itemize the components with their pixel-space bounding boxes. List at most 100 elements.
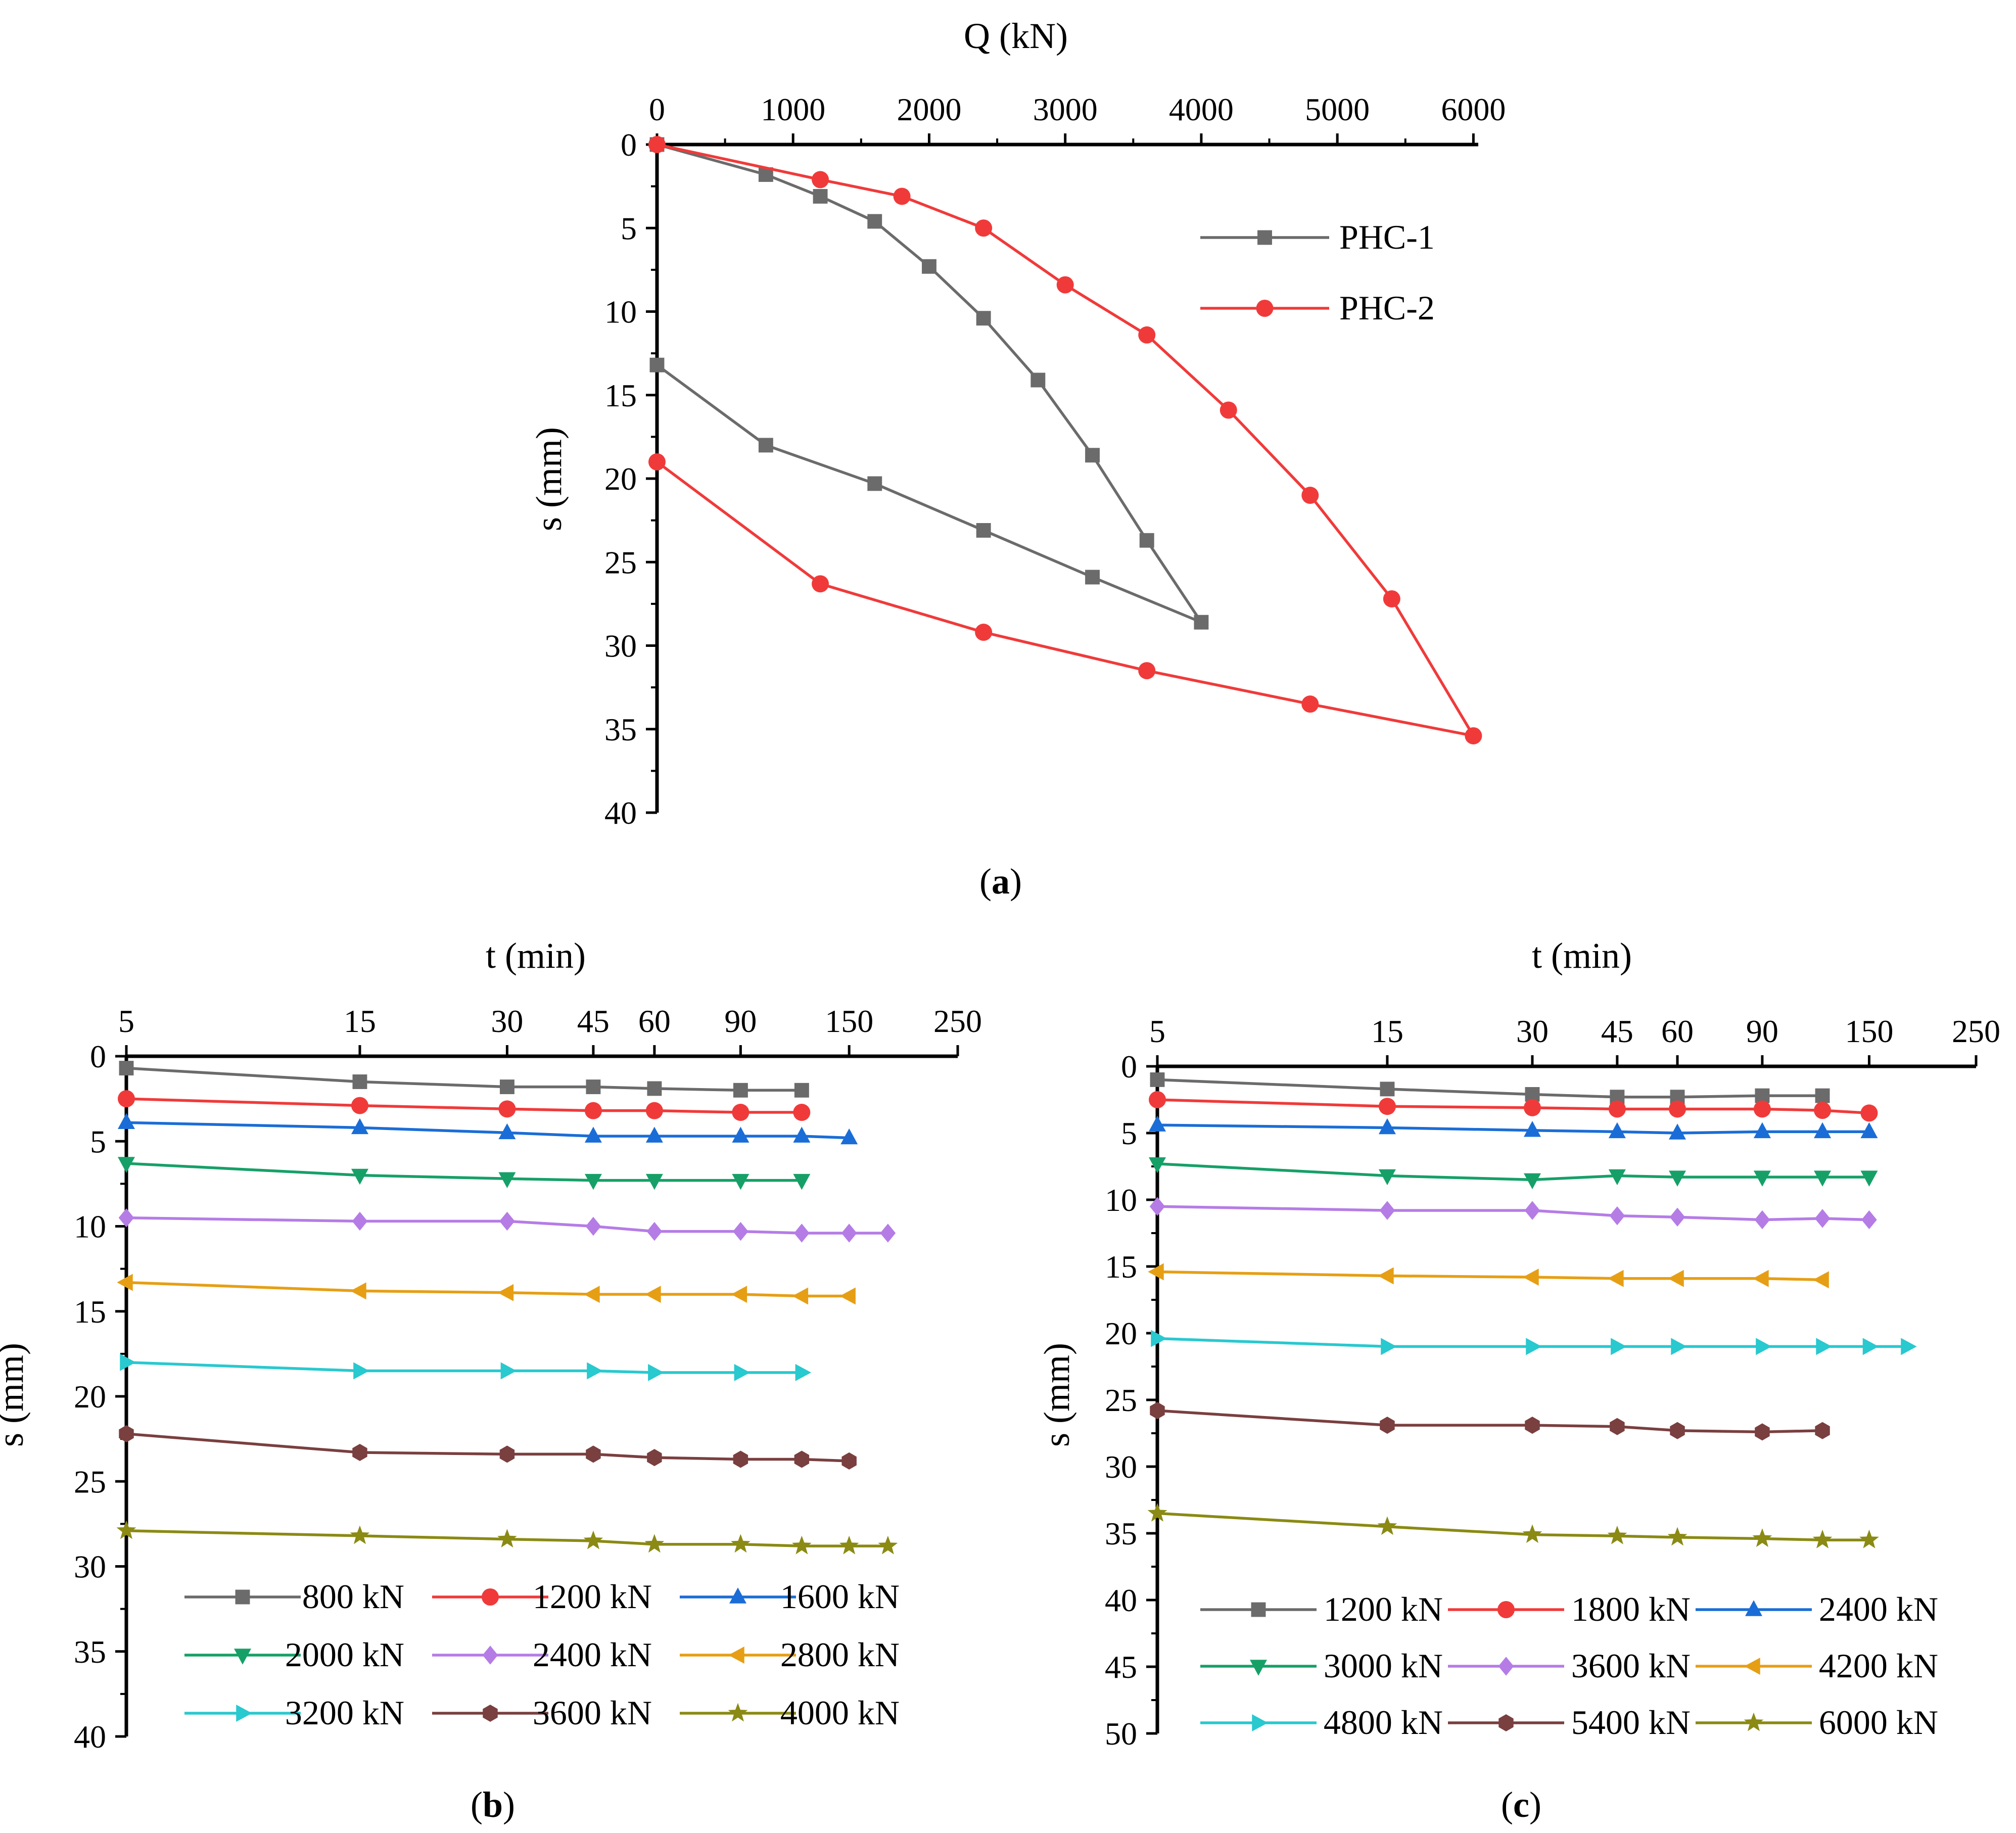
data-point	[976, 311, 991, 326]
data-point	[1861, 1210, 1877, 1230]
data-point	[1859, 1529, 1879, 1548]
y-tick-label: 20	[1105, 1315, 1137, 1351]
legend-swatch-marker	[236, 1705, 252, 1722]
y-tick-label: 0	[90, 1039, 106, 1074]
data-point	[1671, 1338, 1687, 1355]
data-point	[1608, 1100, 1626, 1118]
x-tick-label: 1000	[761, 91, 825, 127]
data-point	[584, 1286, 600, 1303]
data-point	[1755, 1423, 1770, 1441]
y-tick-label: 0	[1121, 1049, 1137, 1085]
data-point	[793, 1126, 811, 1143]
legend-label: 3200 kN	[285, 1694, 404, 1732]
data-point	[1465, 727, 1482, 744]
data-point	[1753, 1270, 1769, 1287]
data-point	[648, 1364, 664, 1381]
data-point	[1056, 276, 1074, 294]
data-point	[1379, 1201, 1395, 1220]
data-point	[645, 1286, 661, 1303]
y-tick-label: 25	[604, 544, 637, 580]
x-tick-label: 15	[344, 1003, 376, 1039]
x-tick-label: 150	[1845, 1013, 1893, 1049]
x-tick-label: 250	[1952, 1013, 2000, 1049]
y-tick-label: 25	[1105, 1382, 1137, 1418]
y-tick-label: 5	[1121, 1115, 1137, 1151]
x-tick-label: 5000	[1305, 91, 1370, 127]
chart-panel-a: 0 1000 2000 3000 4000 5000 6000 0 5 10 15 20 25 30 35 4…	[529, 16, 1506, 902]
data-point	[1138, 662, 1156, 680]
data-point	[1815, 1088, 1830, 1103]
legend-swatch-marker	[235, 1589, 250, 1605]
data-point	[1149, 1197, 1165, 1216]
panel-label-letter: b	[483, 1784, 503, 1825]
data-point	[585, 1216, 601, 1236]
x-tick-label: 15	[1371, 1013, 1403, 1049]
legend-label: 2400 kN	[533, 1635, 652, 1674]
data-point	[1139, 533, 1154, 548]
data-point	[350, 1282, 366, 1300]
series-line-5400-kn	[1157, 1409, 1823, 1434]
data-point	[1862, 1338, 1879, 1355]
legend-swatch-marker	[483, 1705, 498, 1722]
data-point	[116, 1520, 136, 1539]
data-point	[1383, 590, 1400, 607]
x-axis-title: t (min)	[1532, 935, 1632, 976]
x-tick-label: 0	[649, 91, 665, 127]
legend-label: 6000 kN	[1819, 1703, 1938, 1742]
data-point	[839, 1287, 856, 1305]
data-point	[976, 523, 991, 538]
series-line-3000-kn	[1157, 1162, 1869, 1182]
data-point	[119, 1061, 134, 1076]
legend-swatch-marker	[482, 1646, 498, 1665]
data-point	[730, 1534, 751, 1553]
data-point	[498, 1123, 516, 1140]
data-point	[867, 476, 882, 491]
data-point	[1523, 1121, 1541, 1137]
data-point	[1149, 1091, 1166, 1108]
y-tick-label: 20	[74, 1379, 106, 1415]
data-point	[1609, 1206, 1625, 1226]
data-point	[793, 1173, 811, 1190]
data-point	[499, 1079, 514, 1095]
data-point	[1815, 1422, 1830, 1439]
data-point	[1816, 1338, 1832, 1355]
data-point	[584, 1126, 602, 1143]
data-point	[1151, 1330, 1167, 1347]
data-point	[1381, 1338, 1397, 1355]
data-point	[1667, 1527, 1687, 1546]
data-point	[1378, 1118, 1396, 1135]
legend-label: 1600 kN	[780, 1577, 900, 1616]
series-line-3600-kn	[126, 1432, 850, 1463]
data-point	[1147, 1503, 1167, 1522]
legend-label: 2800 kN	[780, 1635, 900, 1674]
data-point	[1378, 1267, 1394, 1285]
y-tick-label: 45	[1105, 1649, 1137, 1685]
data-point	[120, 1353, 136, 1371]
data-point	[1085, 448, 1100, 463]
data-point	[733, 1083, 748, 1098]
legend-label: 1200 kN	[533, 1577, 652, 1616]
data-point	[499, 1211, 515, 1231]
panel-label-letter: c	[1513, 1784, 1529, 1825]
x-tick-label: 5	[1149, 1013, 1165, 1049]
data-point	[812, 575, 829, 593]
series-line-2400-kn	[1157, 1123, 1869, 1135]
data-point	[351, 1168, 368, 1185]
data-point	[1814, 1122, 1832, 1139]
data-point	[733, 1450, 748, 1468]
data-point	[351, 1118, 368, 1135]
series-line-phc-1	[656, 143, 1203, 624]
data-point	[497, 1284, 514, 1301]
y-tick-label: 30	[1105, 1449, 1137, 1485]
data-point	[583, 1530, 603, 1549]
y-tick-label: 10	[74, 1209, 106, 1245]
data-point	[1669, 1170, 1686, 1187]
data-point	[586, 1079, 601, 1095]
legend-label: 3000 kN	[1324, 1647, 1443, 1685]
data-point	[1611, 1338, 1627, 1355]
legend-swatch-marker	[234, 1649, 251, 1665]
panel-label-letter: a	[992, 861, 1010, 902]
data-point	[645, 1102, 663, 1119]
legend-swatch-marker	[1498, 1714, 1514, 1731]
data-point	[841, 1224, 857, 1243]
